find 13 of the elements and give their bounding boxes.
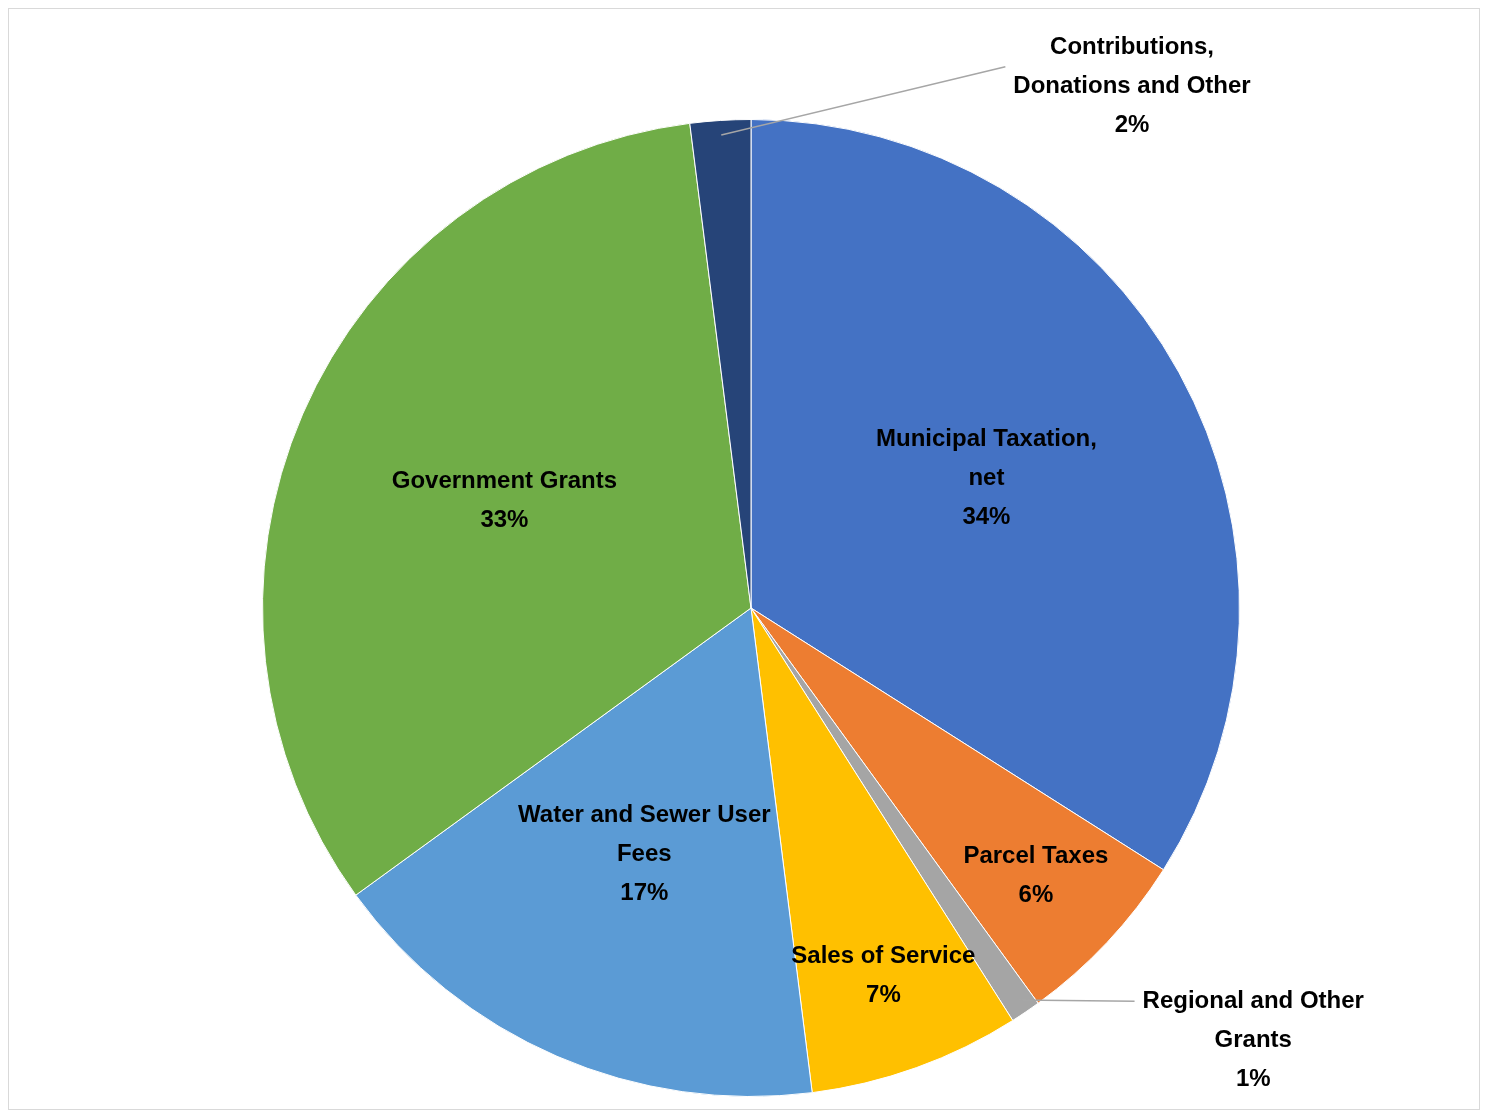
data-label: 6%	[1018, 879, 1054, 907]
slice-label: Government Grants	[391, 466, 618, 494]
slice-label: Regional and Other Grants	[1142, 985, 1364, 1052]
data-label: 34%	[962, 502, 1011, 530]
slice-label: Water and Sewer User Fees	[518, 800, 771, 867]
data-label: 2%	[1114, 109, 1150, 137]
data-label: 1%	[1235, 1063, 1271, 1091]
data-label: 7%	[866, 979, 901, 1007]
data-label: 17%	[620, 878, 669, 906]
slice-label: Contributions, Donations and Other	[1013, 31, 1251, 98]
data-label: 33%	[480, 505, 529, 533]
slice-label: Parcel Taxes	[963, 840, 1109, 868]
slice-label: Municipal Taxation, net	[875, 424, 1097, 491]
